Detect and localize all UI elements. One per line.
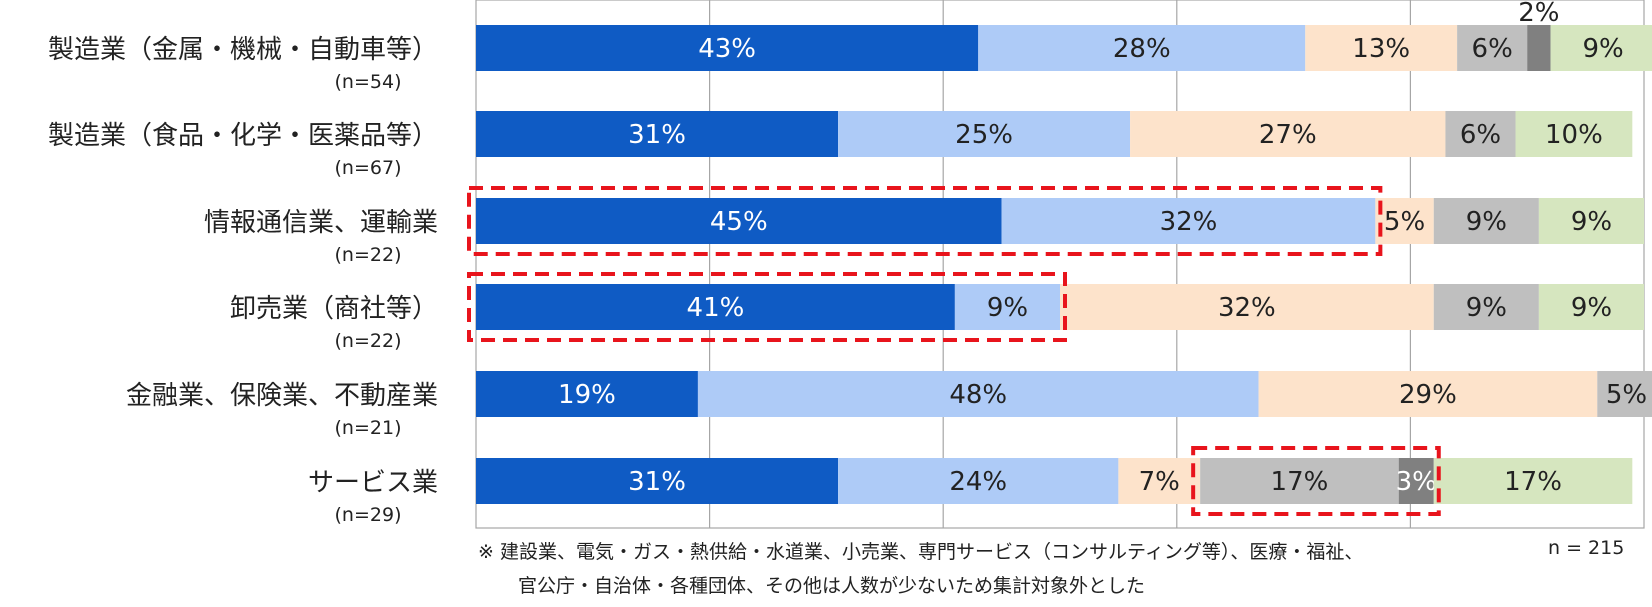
data-label: 48% bbox=[949, 380, 1007, 410]
data-label: 9% bbox=[1571, 207, 1612, 237]
data-label: 3% bbox=[1396, 467, 1437, 497]
footnote-line-2: 官公庁・自治体・各種団体、その他は人数が少ないため集計対象外とした bbox=[518, 575, 1146, 597]
bar-segment bbox=[1060, 284, 1434, 330]
data-label: 32% bbox=[1218, 293, 1276, 323]
data-label: 27% bbox=[1259, 120, 1317, 150]
highlight-box bbox=[467, 186, 1383, 256]
category-label: 情報通信業、運輸業 bbox=[204, 208, 438, 238]
data-label: 29% bbox=[1399, 380, 1457, 410]
data-label: 17% bbox=[1271, 467, 1329, 497]
data-label: 9% bbox=[1571, 293, 1612, 323]
category-label: 製造業（金属・機械・自動車等） bbox=[48, 35, 438, 65]
data-label: 7% bbox=[1139, 467, 1180, 497]
bar-segment bbox=[1433, 284, 1539, 330]
bar-segment bbox=[476, 284, 955, 330]
gridlines bbox=[475, 0, 1645, 529]
category-label: 卸売業（商社等） bbox=[230, 294, 438, 324]
highlight-boxes bbox=[467, 186, 1441, 516]
total-sample-size: n = 215 bbox=[1548, 537, 1625, 559]
data-label: 31% bbox=[628, 467, 686, 497]
bar-segment bbox=[1001, 198, 1376, 244]
bar-segment bbox=[476, 198, 1002, 244]
data-label: 31% bbox=[628, 120, 686, 150]
bar-segment bbox=[978, 25, 1306, 71]
data-label: 43% bbox=[698, 34, 756, 64]
bar-segment bbox=[1550, 25, 1652, 71]
bar-segment bbox=[1130, 111, 1446, 157]
sample-size-label: (n=22) bbox=[335, 330, 402, 352]
data-label: 9% bbox=[1466, 293, 1507, 323]
bar-segment bbox=[1398, 458, 1434, 504]
highlight-box bbox=[467, 272, 1067, 342]
bar-segment bbox=[954, 284, 1060, 330]
data-label: 2% bbox=[1518, 0, 1559, 28]
bar-segment bbox=[1433, 198, 1539, 244]
bar-segment bbox=[476, 371, 698, 417]
bar-segment bbox=[1538, 198, 1644, 244]
data-label: 41% bbox=[687, 293, 745, 323]
bar-segment bbox=[697, 371, 1259, 417]
sample-size-label: (n=29) bbox=[335, 504, 402, 526]
data-label: 28% bbox=[1113, 34, 1171, 64]
sample-size-label: (n=21) bbox=[335, 417, 402, 439]
highlight-box bbox=[1191, 446, 1441, 516]
data-label: 5% bbox=[1606, 380, 1647, 410]
data-label: 32% bbox=[1160, 207, 1218, 237]
data-label: 25% bbox=[955, 120, 1013, 150]
bar-segment bbox=[1258, 371, 1598, 417]
bar-segment bbox=[476, 25, 979, 71]
bar-segment bbox=[838, 111, 1131, 157]
data-label: 45% bbox=[710, 207, 768, 237]
bar-segment bbox=[1538, 284, 1644, 330]
bar-segment bbox=[1118, 458, 1201, 504]
bar-segment bbox=[1597, 371, 1652, 417]
plot-frame bbox=[475, 0, 1645, 529]
data-label: 24% bbox=[949, 467, 1007, 497]
category-label: 金融業、保険業、不動産業 bbox=[126, 381, 438, 411]
data-label: 9% bbox=[1582, 34, 1623, 64]
data-label: 6% bbox=[1472, 34, 1513, 64]
data-label: 6% bbox=[1460, 120, 1501, 150]
data-label: 19% bbox=[558, 380, 616, 410]
data-label: 9% bbox=[1466, 207, 1507, 237]
sample-size-label: (n=67) bbox=[335, 157, 402, 179]
bar-segment bbox=[1457, 25, 1528, 71]
bar-segment bbox=[476, 111, 839, 157]
category-label: サービス業 bbox=[308, 468, 438, 498]
footnote-line-1: ※ 建設業、電気・ガス・熱供給・水道業、小売業、専門サービス（コンサルティング等… bbox=[478, 541, 1364, 563]
bar-segment bbox=[1375, 198, 1434, 244]
data-label: 10% bbox=[1545, 120, 1603, 150]
sample-size-label: (n=22) bbox=[335, 244, 402, 266]
bar-segment bbox=[838, 458, 1119, 504]
category-label: 製造業（食品・化学・医薬品等） bbox=[48, 121, 438, 151]
data-label: 5% bbox=[1384, 207, 1425, 237]
sample-size-label: (n=54) bbox=[335, 71, 402, 93]
bar-segment bbox=[1527, 25, 1551, 71]
category-labels: 製造業（金属・機械・自動車等） (n=54) 製造業（食品・化学・医薬品等） (n=6… bbox=[48, 35, 438, 526]
bar-segment bbox=[1515, 111, 1633, 157]
data-label: 13% bbox=[1352, 34, 1410, 64]
bar-segment bbox=[1433, 458, 1633, 504]
bar-segment bbox=[476, 458, 839, 504]
bar-segment bbox=[1200, 458, 1399, 504]
data-label: 9% bbox=[987, 293, 1028, 323]
data-label: 17% bbox=[1504, 467, 1562, 497]
bars: 43% 28% 13% 6%2%9%31% 25% 27% 6% 10%45% 32% 5% 9% 9… bbox=[476, 0, 1652, 504]
bar-segment bbox=[1305, 25, 1458, 71]
bar-segment bbox=[1445, 111, 1516, 157]
